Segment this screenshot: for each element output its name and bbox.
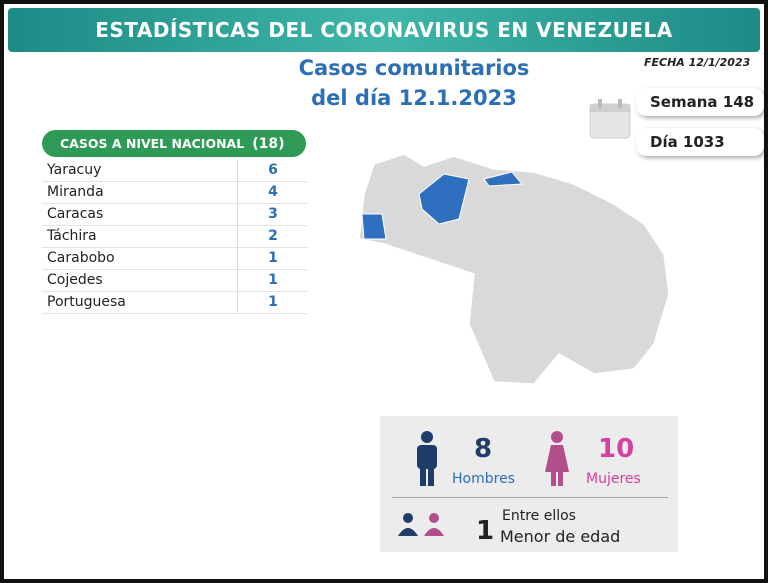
subtitle: Casos comunitarios [298,56,530,80]
table-row: Carabobo 1 [42,248,308,270]
state-name: Carabobo [47,250,115,266]
case-count: 1 [237,248,308,269]
men-count: 8 [474,434,493,464]
women-label: Mujeres [586,471,641,487]
table-row: Cojedes 1 [42,270,308,292]
minors-intro: Entre ellos [502,508,576,524]
minors-icon [398,513,444,536]
subtitle: del día 12.1.2023 [311,86,517,110]
minors-count: 1 [476,516,495,546]
case-count: 6 [237,160,308,181]
table-row: Táchira 2 [42,226,308,248]
case-count: 1 [237,270,308,291]
table-header: CASOS A NIVEL NACIONAL (18) [42,130,306,157]
men-label: Hombres [452,471,515,487]
divider [392,497,668,498]
state-name: Cojedes [47,272,103,288]
table-row: Portuguesa 1 [42,292,308,314]
calendar-icon [589,99,631,139]
minors-label: Menor de edad [500,527,621,546]
case-count: 2 [237,226,308,247]
state-name: Yaracuy [47,162,102,178]
week-counter: Semana 148 [636,88,764,116]
header-bar: ESTADÍSTICAS DEL CORONAVIRUS EN VENEZUEL… [8,8,760,52]
man-icon [417,431,437,486]
table: Yaracuy 6 Miranda 4 Caracas 3 Táchira 2 Carabobo… [42,160,308,314]
date: FECHA 12/1/2023 [644,56,751,69]
state-name: Caracas [47,206,104,222]
state-name: Miranda [47,184,104,200]
state-name: Táchira [47,228,97,244]
case-count: 1 [237,292,308,313]
table-row: Miranda 4 [42,182,308,204]
woman-icon [545,431,569,486]
table-title: CASOS A NIVEL NACIONAL [60,136,245,151]
day-counter: Día 1033 [636,128,764,156]
case-count: 3 [237,204,308,225]
map [358,153,670,385]
case-count: 4 [237,182,308,203]
table-row: Yaracuy 6 [42,160,308,182]
table-total: (18) [252,136,285,152]
table-row: Caracas 3 [42,204,308,226]
title: ESTADÍSTICAS DEL CORONAVIRUS EN VENEZUEL… [95,18,673,42]
summary-box: 8 Hombres 10 Mujeres Entre ellos 1 Menor… [380,416,678,552]
women-count: 10 [598,434,635,464]
state-name: Portuguesa [47,294,126,310]
